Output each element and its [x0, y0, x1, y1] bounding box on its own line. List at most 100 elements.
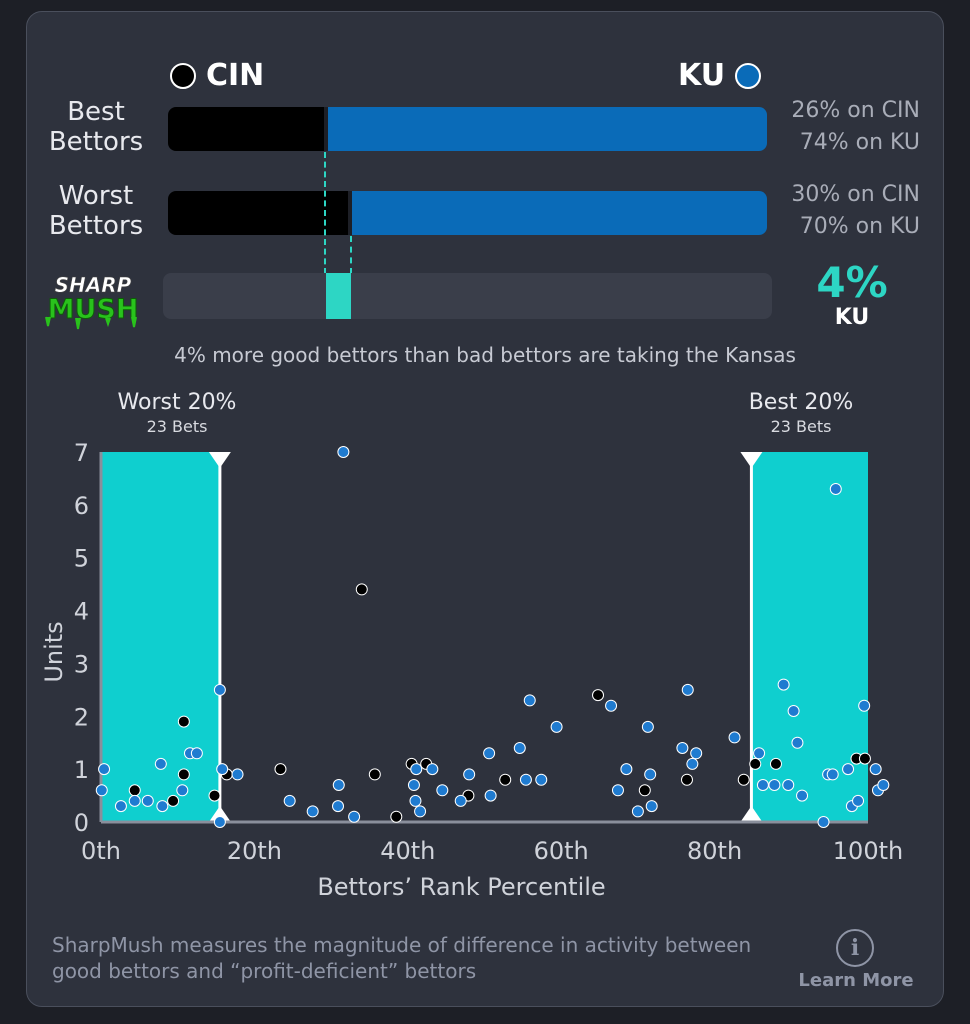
logo-top-text: SHARP: [55, 273, 132, 297]
best-bettors-ku-pct: 74% on KU: [799, 130, 920, 155]
worst-bettors-cin-pct: 30% on CIN: [791, 182, 920, 207]
cin-bet-point: [638, 784, 651, 797]
ku-bet-point: [768, 779, 781, 791]
ku-bet-point: [98, 763, 111, 776]
cin-bet-point: [368, 768, 381, 781]
team-right-abbr: KU: [678, 58, 726, 93]
ku-bet-point: [332, 800, 345, 813]
ku-bet-point: [787, 705, 800, 717]
ku-bet-point: [128, 794, 141, 807]
sharpmush-fill: [326, 273, 351, 319]
ku-bet-point: [681, 683, 694, 696]
ku-bet-point: [190, 747, 203, 760]
best-bettors-label-line1: Best: [67, 97, 125, 127]
x-tick-label: 0th: [81, 837, 121, 865]
best-range-count: 23 Bets: [770, 417, 832, 436]
x-axis-title: Bettors’ Rank Percentile: [317, 873, 605, 901]
ku-bet-point: [631, 805, 644, 818]
cin-bet-point: [167, 794, 180, 807]
ku-bet-point: [826, 768, 839, 781]
worst-split-dashed-line: [350, 236, 352, 274]
ku-bet-point: [690, 747, 703, 760]
ku-bet-point: [154, 757, 167, 770]
worst-range-count: 23 Bets: [146, 417, 208, 436]
ku-bet-point: [213, 683, 226, 696]
ku-bet-point: [414, 805, 427, 818]
cin-bet-point: [769, 757, 782, 770]
learn-more-link[interactable]: Learn More: [798, 970, 914, 991]
ku-bet-point: [869, 763, 882, 776]
worst-bettors-label-line2: Bettors: [48, 211, 144, 241]
best-range-title: Best 20%: [748, 390, 854, 415]
ku-bet-point: [796, 789, 809, 802]
ku-bet-point: [523, 694, 536, 707]
worst-range-label: Worst 20% 23 Bets: [97, 390, 257, 436]
y-tick-label: 3: [74, 650, 89, 678]
ku-bet-point: [676, 742, 689, 754]
ku-bet-point: [283, 794, 296, 807]
y-axis-title: Units: [40, 621, 68, 682]
worst-bettors-ku-segment: [347, 191, 767, 235]
ku-bet-point: [782, 779, 795, 791]
range-handle-top-1: [740, 452, 763, 468]
ku-bet-point: [858, 699, 871, 712]
worst-bettors-bar: [168, 191, 767, 235]
x-tick-label: 100th: [833, 837, 903, 865]
ku-legend-dot: [735, 62, 762, 89]
worst-bettors-ku-pct: 70% on KU: [799, 214, 920, 239]
ku-bet-point: [686, 757, 699, 770]
logo-drip-shape: [45, 316, 137, 330]
team-left-header: CIN: [170, 58, 264, 93]
cin-bet-point: [128, 784, 141, 797]
sharpmush-summary: 4% more good bettors than bad bettors ar…: [174, 343, 796, 367]
ku-bet-point: [436, 784, 449, 797]
ku-bet-point: [842, 763, 855, 776]
x-tick-label: 40th: [380, 837, 435, 865]
cin-bet-point: [858, 752, 871, 765]
ku-bet-point: [753, 747, 766, 760]
best-split-dashed-line: [324, 152, 326, 274]
y-tick-label: 7: [74, 439, 89, 467]
ku-bet-point: [337, 446, 350, 458]
x-tick-label: 60th: [534, 837, 589, 865]
ku-bet-point: [535, 773, 548, 786]
ku-bet-point: [95, 784, 108, 797]
range-handles: [208, 452, 763, 822]
footer-description: SharpMush measures the magnitude of diff…: [52, 933, 752, 983]
best-range-label: Best 20% 23 Bets: [721, 390, 881, 436]
ku-bet-point: [877, 779, 890, 791]
ku-bet-point: [645, 800, 658, 813]
logo-bottom-text: MUSH: [48, 294, 139, 325]
sharpmush-track: [163, 273, 772, 319]
ku-bet-point: [611, 784, 624, 797]
ku-bet-point: [463, 768, 476, 781]
ku-bet-point: [141, 794, 154, 807]
ku-bet-point: [756, 779, 769, 791]
y-tick-label: 2: [74, 703, 89, 731]
cin-bet-point: [680, 773, 693, 786]
ku-bet-point: [829, 483, 842, 495]
worst-range-title: Worst 20%: [117, 390, 237, 415]
cin-bet-point: [499, 773, 512, 786]
info-icon[interactable]: i: [836, 929, 874, 967]
ku-bet-point: [332, 779, 345, 791]
ku-bet-point: [620, 763, 633, 776]
best-bettors-label: Best Bettors: [26, 97, 166, 157]
ku-bet-point: [213, 816, 226, 828]
cin-bet-point: [177, 768, 190, 781]
ku-bet-point: [484, 789, 497, 802]
x-tick-label: 80th: [687, 837, 742, 865]
ku-bet-point: [791, 736, 804, 749]
worst-bettors-label: Worst Bettors: [26, 181, 166, 241]
worst-bettors-label-line1: Worst: [58, 181, 134, 211]
highlight-band-1: [751, 452, 868, 822]
ku-bet-point: [817, 816, 830, 828]
cin-bet-point: [390, 810, 403, 823]
ku-bet-point: [306, 805, 319, 818]
y-tick-label: 0: [74, 809, 89, 837]
ku-bet-point: [426, 763, 439, 776]
cin-bet-point: [737, 773, 750, 786]
ku-bet-point: [409, 794, 422, 807]
range-handle-top-0: [208, 452, 231, 468]
ku-bet-point: [231, 768, 244, 781]
